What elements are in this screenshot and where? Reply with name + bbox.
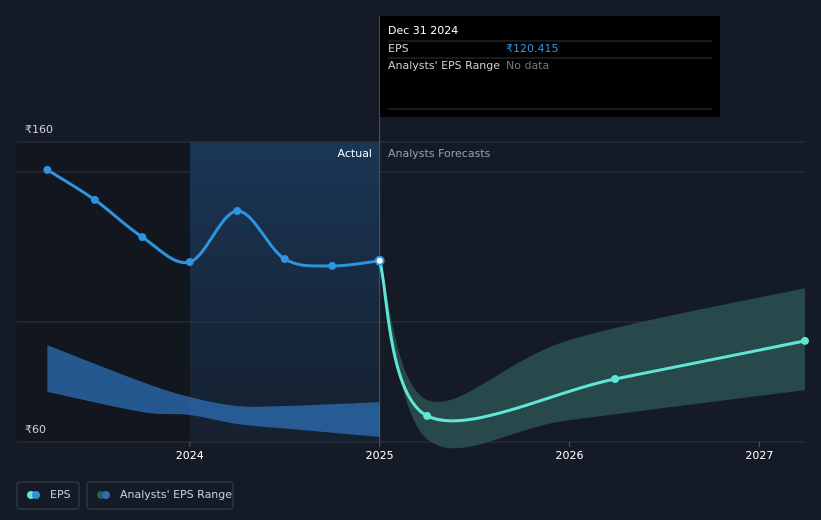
- eps-point: [138, 233, 147, 242]
- region-label: Analysts Forecasts: [388, 147, 491, 160]
- tooltip-label: EPS: [388, 42, 409, 55]
- tooltip-label: Analysts' EPS Range: [388, 59, 500, 72]
- hover-shade: [190, 142, 380, 442]
- forecast-point: [801, 336, 809, 345]
- eps-point: [90, 195, 99, 204]
- forecast-point: [423, 411, 432, 420]
- eps-point: [328, 261, 337, 270]
- x-tick-label: 2025: [366, 449, 394, 462]
- region-label: Actual: [338, 147, 372, 160]
- tooltip-value: ₹120.415: [506, 42, 559, 55]
- eps-point: [185, 258, 194, 266]
- legend-swatch: [102, 491, 110, 499]
- y-tick-label: ₹160: [25, 123, 53, 136]
- eps-line: [46, 168, 380, 268]
- range-area: [47, 345, 380, 437]
- forecast-point: [611, 375, 620, 383]
- range-area: [379, 260, 805, 449]
- eps-point: [374, 255, 385, 266]
- x-tick-label: 2024: [176, 449, 204, 462]
- legend-item[interactable]: [86, 481, 234, 510]
- forecast-line: [378, 260, 806, 423]
- eps-point: [280, 255, 289, 263]
- eps-point: [43, 165, 52, 174]
- tooltip-date: Dec 31 2024: [388, 24, 458, 37]
- x-tick-label: 2026: [556, 449, 584, 462]
- tooltip: [380, 16, 720, 117]
- legend-item[interactable]: [16, 481, 80, 510]
- x-tick-label: 2027: [745, 449, 773, 462]
- y-tick-label: ₹60: [25, 423, 46, 436]
- legend-label: EPS: [50, 488, 71, 501]
- tooltip-value: No data: [506, 59, 549, 72]
- eps-point: [233, 207, 242, 215]
- legend-swatch: [32, 491, 40, 499]
- legend-label: Analysts' EPS Range: [120, 488, 232, 501]
